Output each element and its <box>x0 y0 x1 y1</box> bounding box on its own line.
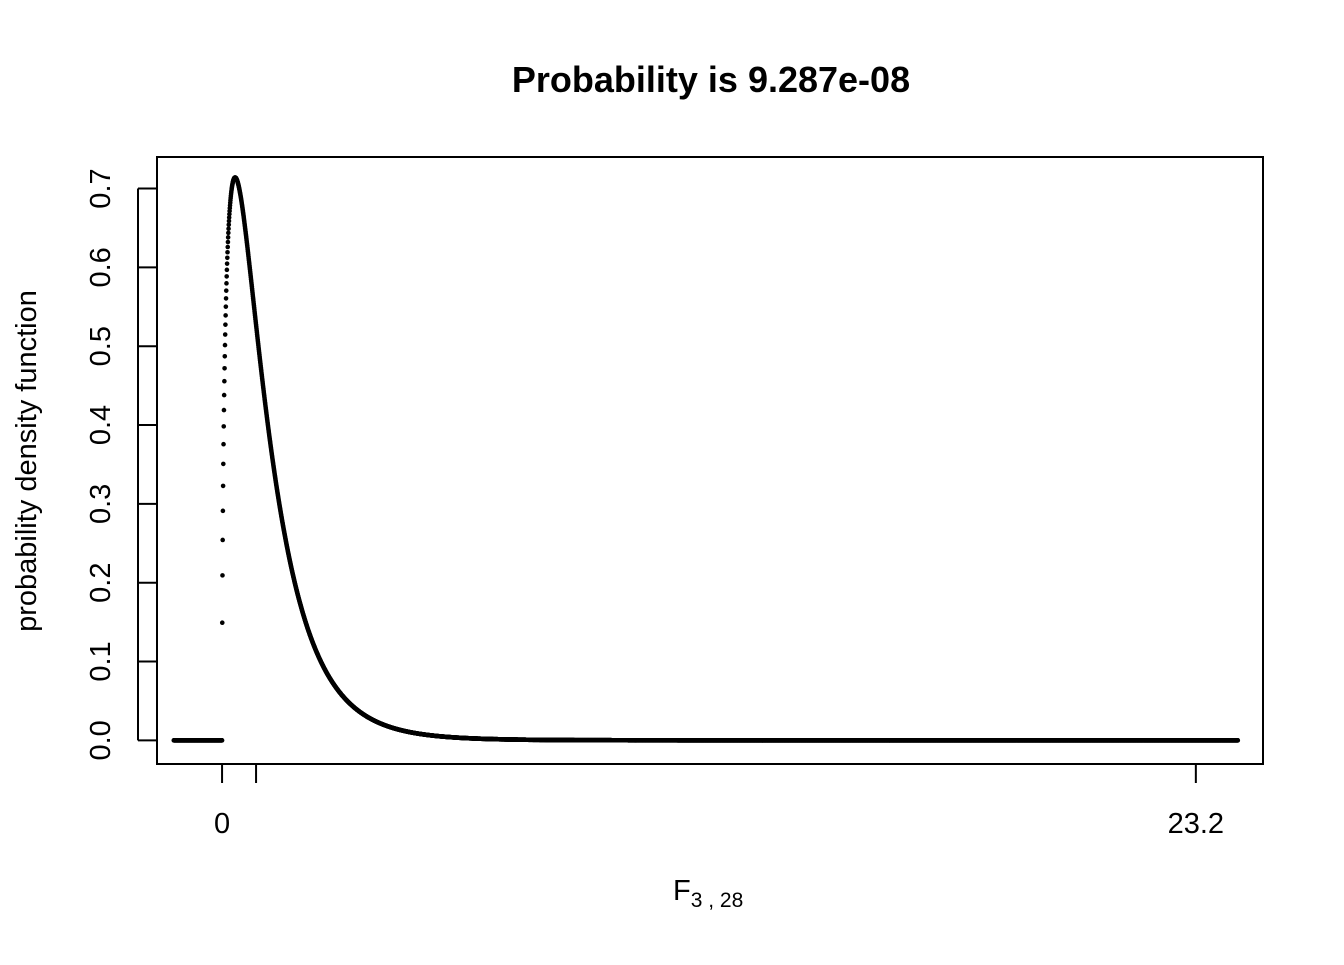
plot-frame <box>156 156 1264 765</box>
data-point <box>220 537 225 543</box>
data-point <box>225 255 230 261</box>
data-point <box>223 296 229 301</box>
data-point <box>225 239 231 245</box>
data-point <box>219 620 225 626</box>
data-point <box>226 230 231 236</box>
data-point <box>224 281 229 286</box>
data-point <box>224 261 230 266</box>
data-point <box>226 226 231 232</box>
data-point <box>223 322 228 327</box>
data-point <box>222 366 227 371</box>
data-point <box>219 738 225 743</box>
data-point <box>221 461 226 467</box>
data-point <box>225 249 230 255</box>
data-point <box>224 267 230 273</box>
data-point <box>222 378 227 384</box>
data-point <box>223 313 228 318</box>
data-point <box>222 342 228 348</box>
data-point <box>221 392 227 398</box>
data-point <box>222 354 228 359</box>
data-point <box>220 483 226 489</box>
data-point <box>224 274 229 279</box>
data-point <box>223 304 229 309</box>
data-point <box>221 407 227 413</box>
data-point <box>220 508 226 514</box>
data-point <box>222 332 228 337</box>
data-points <box>171 175 1241 743</box>
data-point <box>226 218 232 224</box>
chart-title: Probability is 9.287e-08 <box>512 59 910 100</box>
data-point <box>221 441 226 447</box>
data-point <box>223 288 229 293</box>
data-point <box>225 235 231 240</box>
data-point <box>221 424 227 429</box>
data-point <box>226 215 232 220</box>
data-point <box>225 244 231 250</box>
data-point <box>220 573 225 578</box>
data-point <box>226 222 232 228</box>
